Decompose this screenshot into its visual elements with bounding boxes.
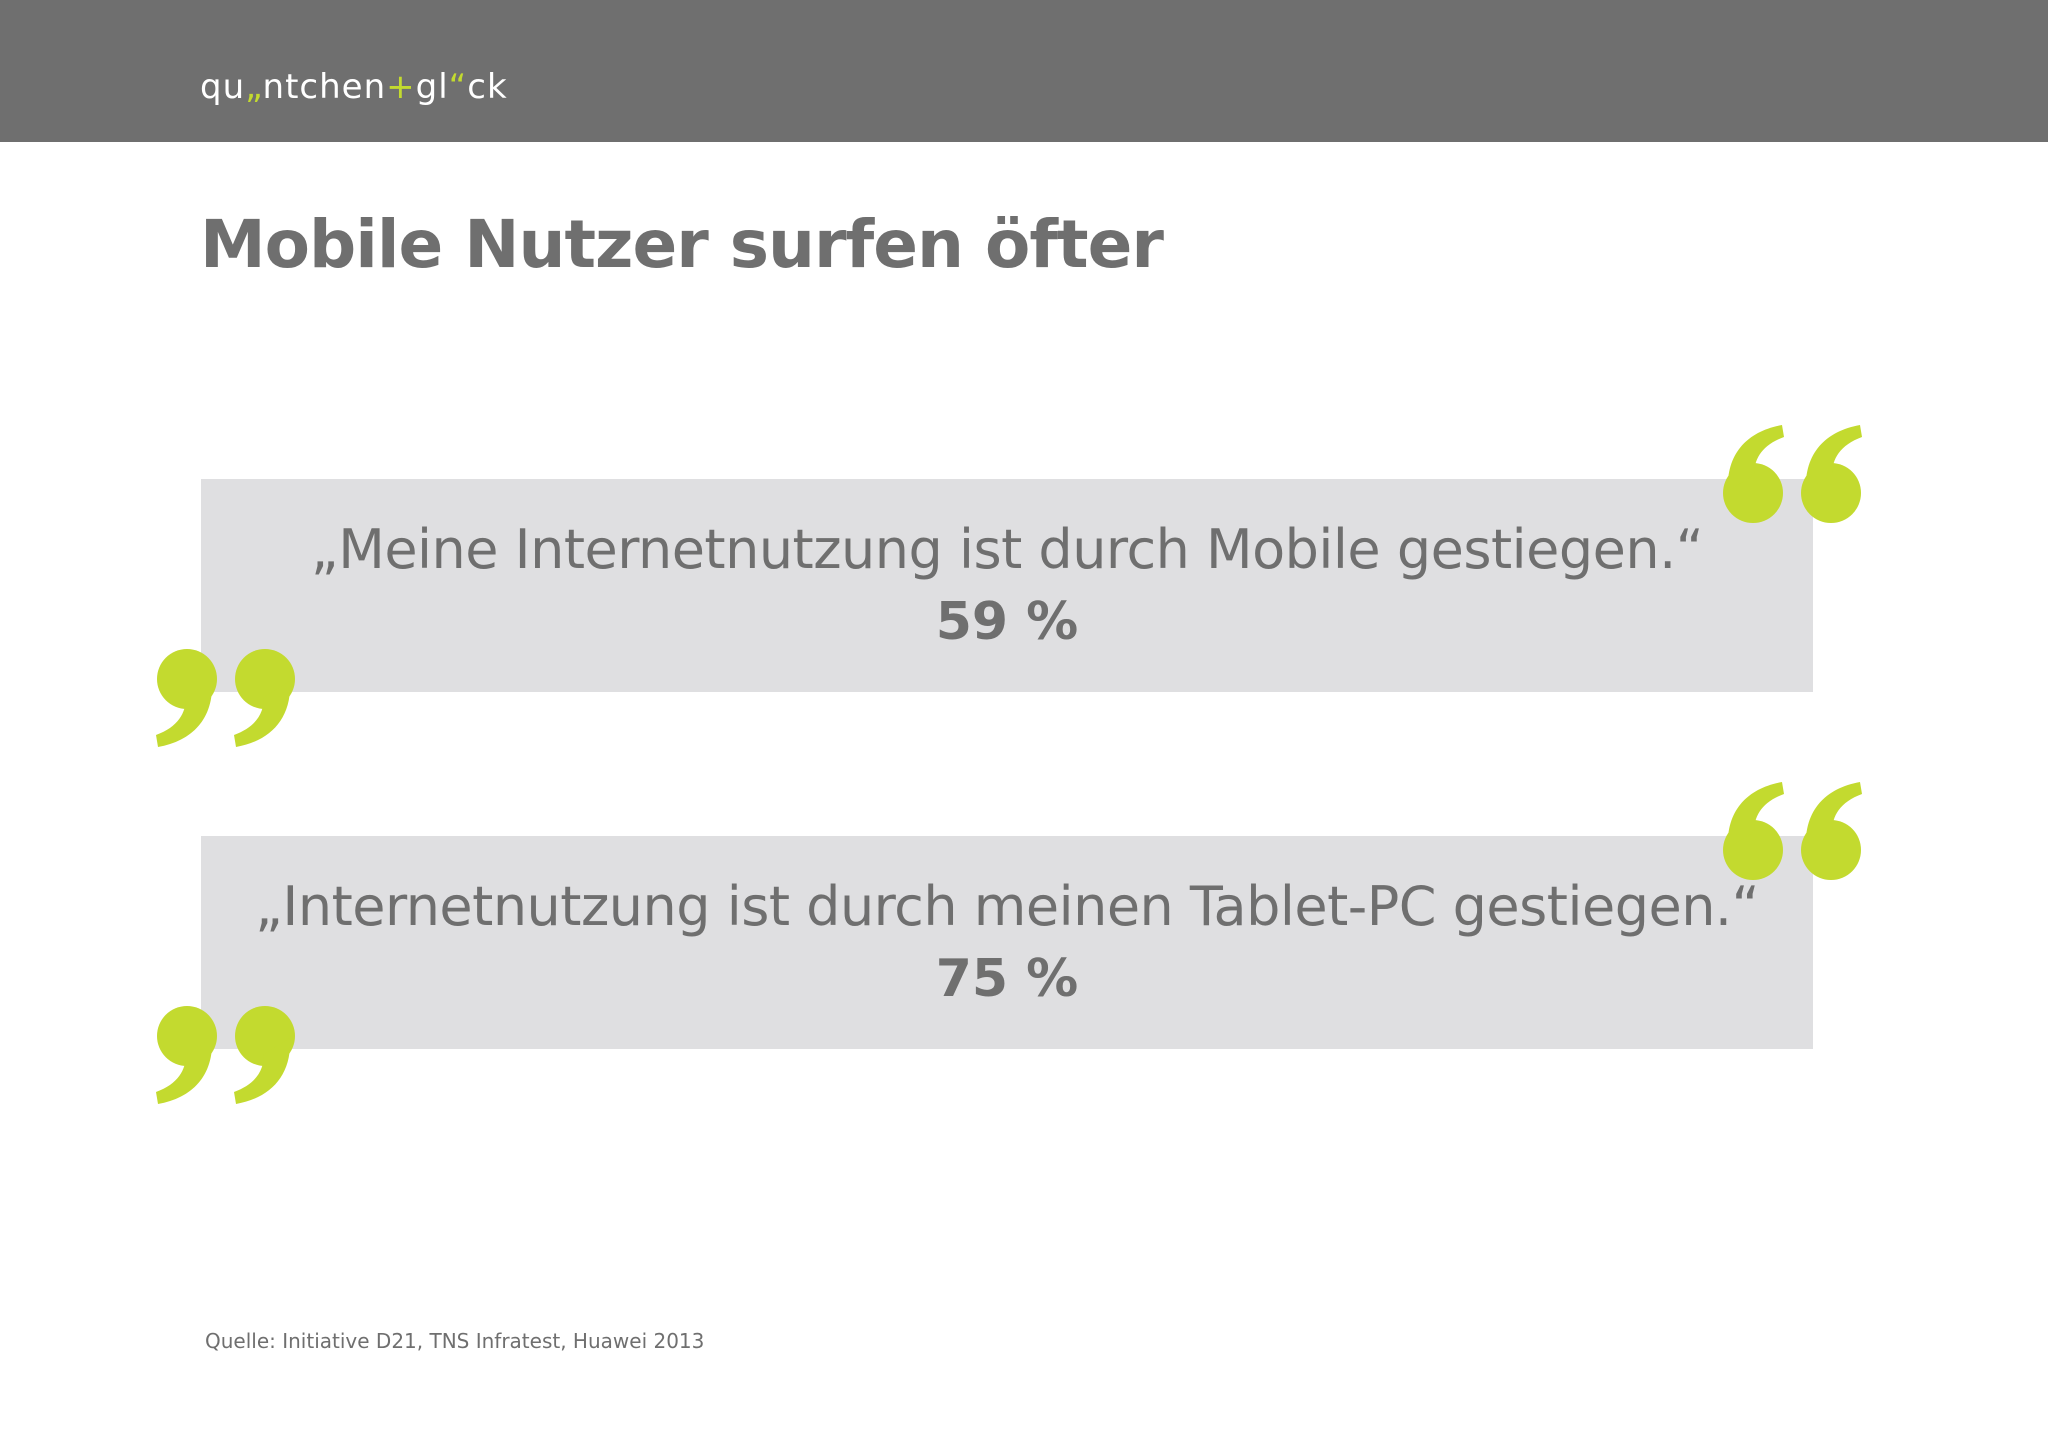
quote-text: „Internetnutzung ist durch meinen Tablet…: [254, 875, 1760, 938]
logo-part: qu: [200, 67, 246, 107]
close-quote-mark-icon: [150, 645, 300, 749]
quote-value: 59 %: [935, 592, 1079, 652]
open-quote-mark-icon: [1718, 780, 1868, 884]
header-bar: qu„ntchen+gl“ck: [0, 0, 2048, 142]
logo-part: ntchen: [262, 67, 387, 107]
quote-box: „Internetnutzung ist durch meinen Tablet…: [201, 836, 1813, 1049]
logo-part-accent: „: [245, 67, 263, 107]
quote-text: „Meine Internetnutzung ist durch Mobile …: [310, 518, 1704, 581]
quote-box: „Meine Internetnutzung ist durch Mobile …: [201, 479, 1813, 692]
brand-logo[interactable]: qu„ntchen+gl“ck: [200, 62, 508, 112]
logo-part-accent: “: [448, 67, 468, 107]
open-quote-mark-icon: [1718, 423, 1868, 527]
page-title: Mobile Nutzer surfen öfter: [200, 206, 1164, 283]
close-quote-mark-icon: [150, 1002, 300, 1106]
logo-part: gl: [415, 67, 449, 107]
source-note: Quelle: Initiative D21, TNS Infratest, H…: [205, 1329, 705, 1353]
logo-part-accent: +: [386, 67, 416, 107]
quote-value: 75 %: [935, 949, 1079, 1009]
logo-part: ck: [467, 67, 508, 107]
